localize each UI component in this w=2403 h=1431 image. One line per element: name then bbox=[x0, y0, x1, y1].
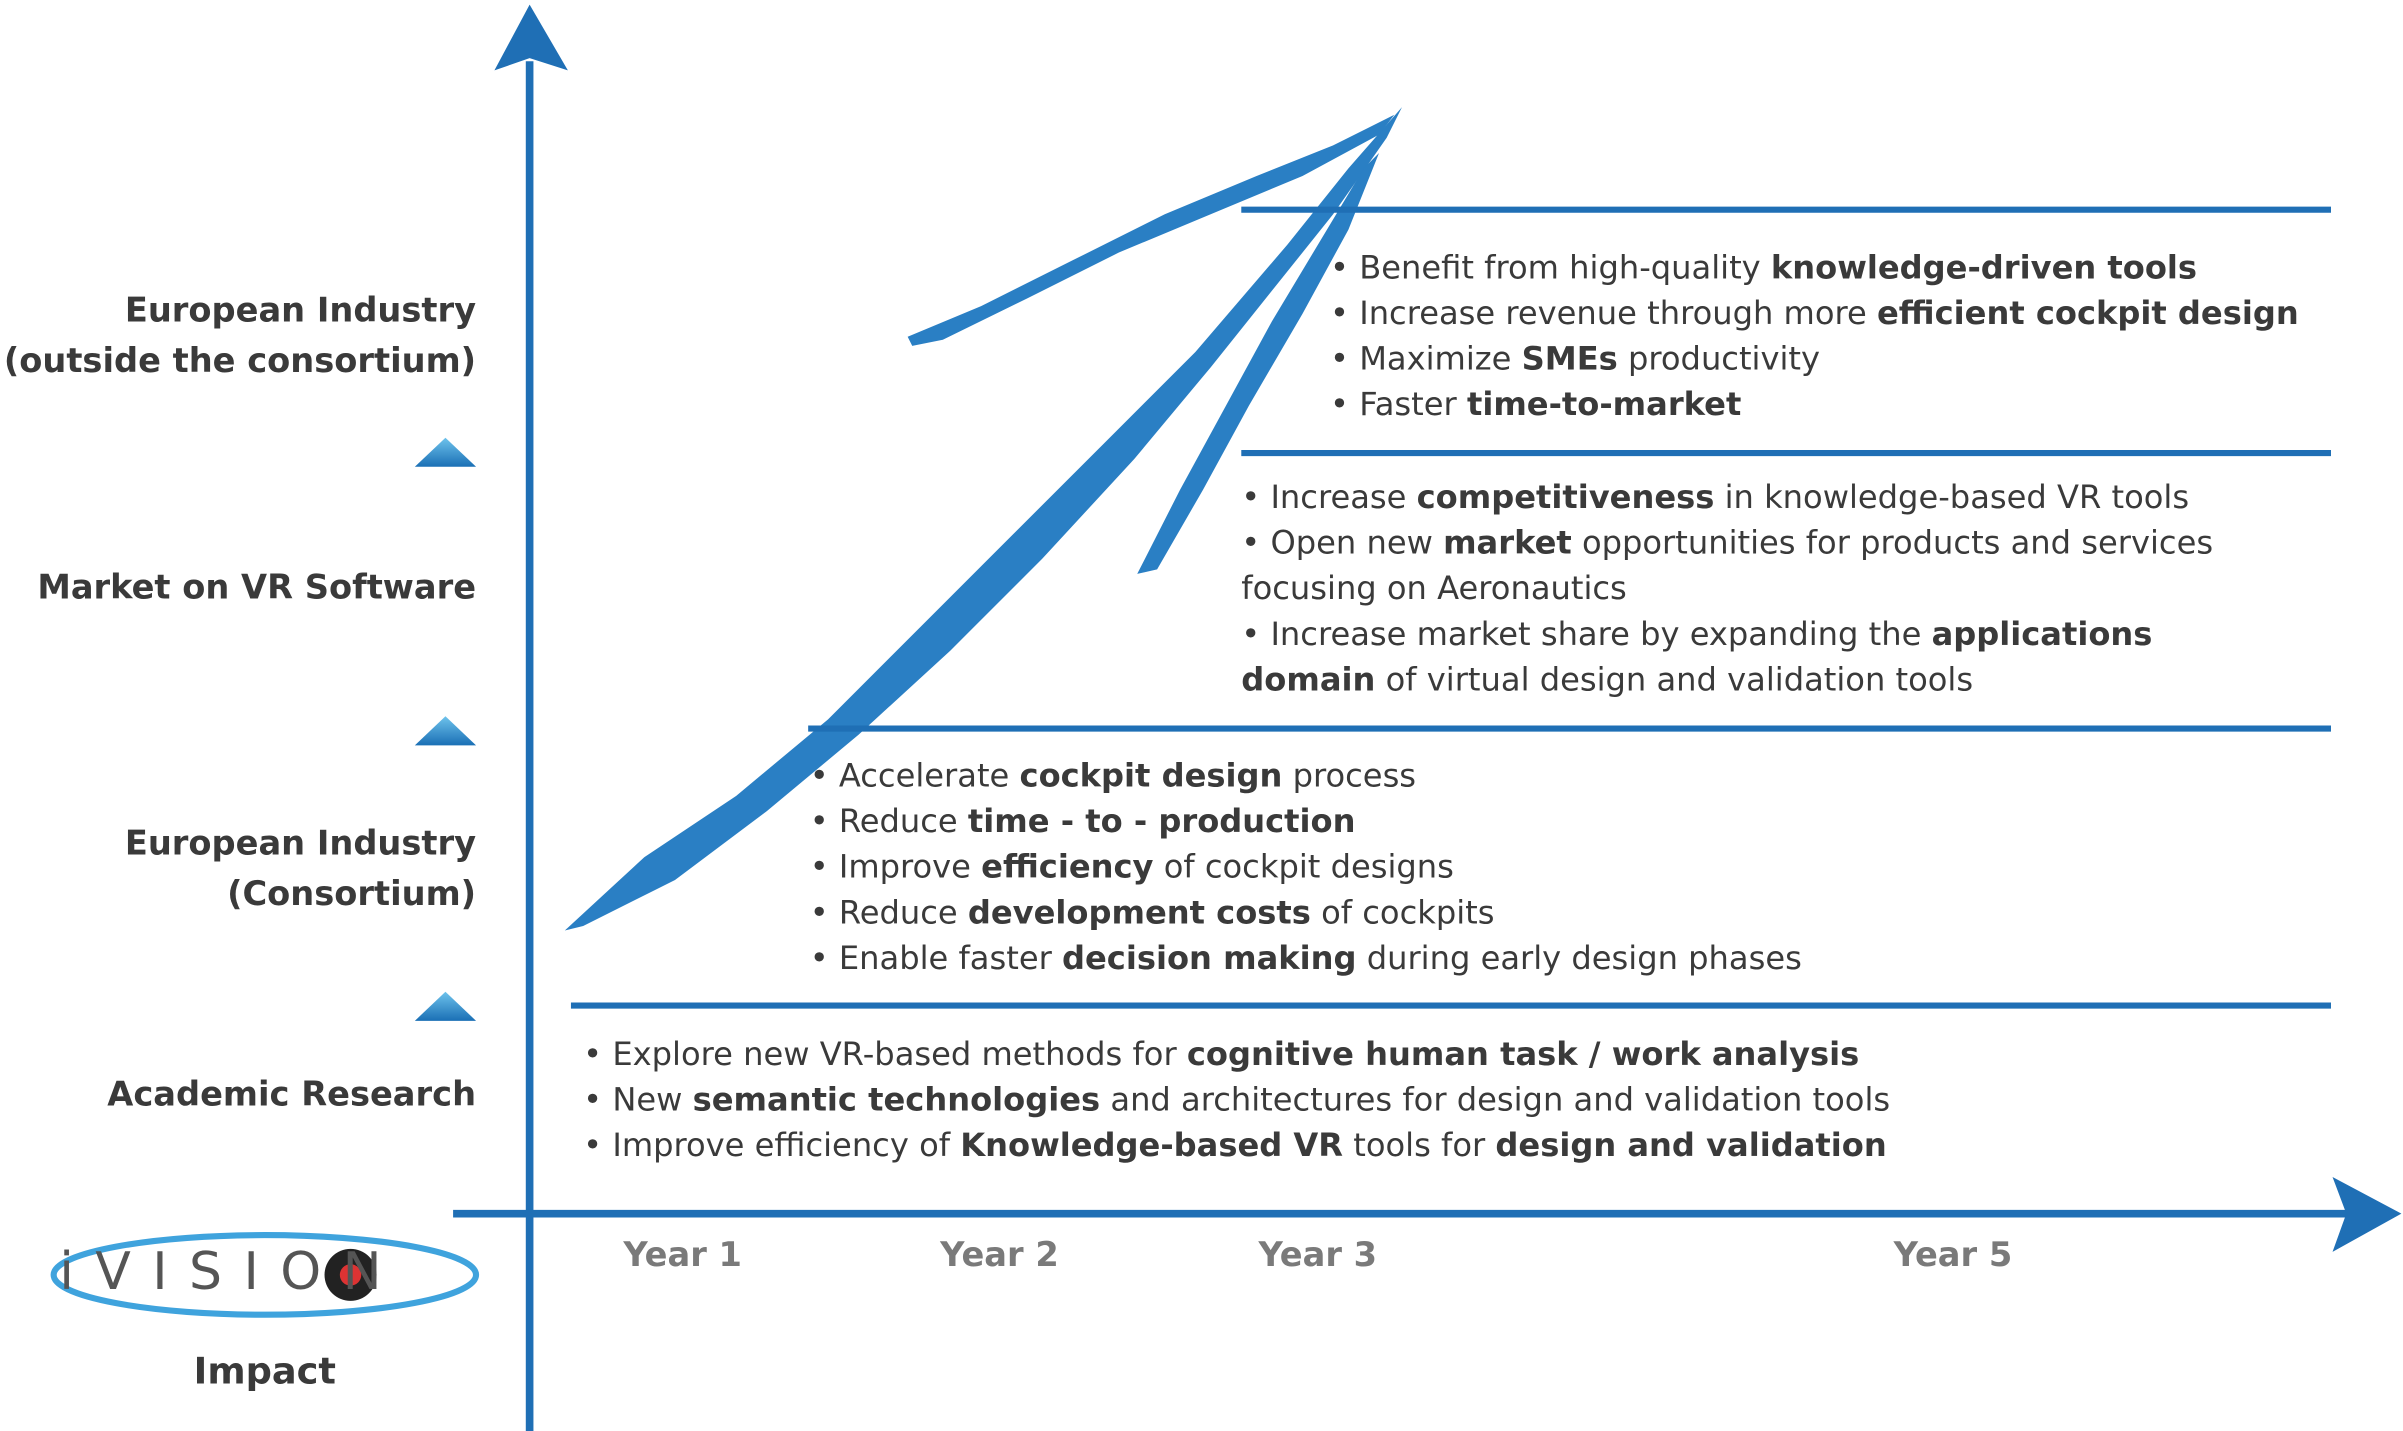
item-bold: market bbox=[1443, 524, 1572, 562]
item-bold: decision making bbox=[1062, 939, 1357, 977]
item-text: of cockpit designs bbox=[1153, 848, 1453, 886]
level-label: European Industry bbox=[125, 823, 476, 862]
level-label: Academic Research bbox=[107, 1074, 476, 1113]
item-text: • Increase revenue through more bbox=[1330, 294, 1877, 332]
level-label: European Industry bbox=[125, 291, 476, 330]
item-text: productivity bbox=[1618, 340, 1820, 378]
impact-item: domain of virtual design and validation … bbox=[1241, 660, 1973, 698]
item-bold: efficient cockpit design bbox=[1877, 294, 2299, 332]
item-text: • New bbox=[583, 1081, 692, 1119]
level-triangle bbox=[414, 437, 477, 467]
y-arrowhead bbox=[494, 4, 568, 71]
item-text: • Increase bbox=[1241, 478, 1416, 516]
impact-item: • Open new market opportunities for prod… bbox=[1241, 524, 2213, 562]
item-text: • Benefit from high-quality bbox=[1330, 248, 1771, 286]
item-text: • Faster bbox=[1330, 385, 1467, 423]
item-bold: competitiveness bbox=[1417, 478, 1715, 516]
item-text: tools for bbox=[1343, 1126, 1495, 1164]
item-bold: Knowledge-based VR bbox=[960, 1126, 1343, 1164]
item-bold: semantic technologies bbox=[693, 1081, 1101, 1119]
item-text: • Accelerate bbox=[810, 756, 1020, 794]
x-arrowhead bbox=[2332, 1176, 2402, 1252]
impact-item: • Accelerate cockpit design process bbox=[810, 756, 1416, 794]
impact-item: • Improve efficiency of Knowledge-based … bbox=[583, 1126, 1887, 1164]
item-text: opportunities for products and services bbox=[1572, 524, 2213, 562]
axis-label: Impact bbox=[194, 1349, 336, 1392]
item-text: and architectures for design and validat… bbox=[1100, 1081, 1890, 1119]
level-triangle bbox=[414, 716, 477, 746]
impact-item: • Reduce development costs of cockpits bbox=[810, 893, 1495, 931]
impact-item: • Improve efficiency of cockpit designs bbox=[810, 848, 1454, 886]
item-bold: time - to - production bbox=[968, 802, 1356, 840]
impact-item: • Increase competitiveness in knowledge-… bbox=[1241, 478, 2189, 516]
x-label: Year 1 bbox=[622, 1235, 742, 1274]
impact-item: • New semantic technologies and architec… bbox=[583, 1081, 1890, 1119]
item-bold: cognitive human task / work analysis bbox=[1187, 1035, 1859, 1073]
item-text: • Reduce bbox=[810, 893, 968, 931]
impact-item: • Increase market share by expanding the… bbox=[1241, 615, 2152, 653]
impact-item: • Increase revenue through more efficien… bbox=[1330, 294, 2299, 332]
level-label: (Consortium) bbox=[227, 874, 476, 913]
item-text: • Increase market share by expanding the bbox=[1241, 615, 1931, 653]
logo-text: iVISION bbox=[59, 1242, 403, 1302]
item-text: • Enable faster bbox=[810, 939, 1062, 977]
impact-item: • Maximize SMEs productivity bbox=[1330, 340, 1820, 378]
level-triangle bbox=[414, 991, 477, 1021]
level-label: Market on VR Software bbox=[37, 568, 476, 607]
item-text: of cockpits bbox=[1311, 893, 1495, 931]
item-bold: time-to-market bbox=[1467, 385, 1741, 423]
item-text: of virtual design and validation tools bbox=[1375, 660, 1973, 698]
item-bold: efficiency bbox=[981, 848, 1153, 886]
item-text: • Reduce bbox=[810, 802, 968, 840]
level-label: (outside the consortium) bbox=[4, 341, 476, 380]
item-text: in knowledge-based VR tools bbox=[1714, 478, 2189, 516]
item-text: • Maximize bbox=[1330, 340, 1522, 378]
item-bold: design and validation bbox=[1495, 1126, 1886, 1164]
impact-item: • Benefit from high-quality knowledge-dr… bbox=[1330, 248, 2197, 286]
impact-item: • Faster time-to-market bbox=[1330, 385, 1741, 423]
item-text: • Open new bbox=[1241, 524, 1443, 562]
logo: iVISION bbox=[50, 1232, 480, 1318]
impact-item: focusing on Aeronautics bbox=[1241, 569, 1627, 607]
item-bold: applications bbox=[1932, 615, 2153, 653]
x-label: Year 3 bbox=[1258, 1235, 1378, 1274]
item-text: process bbox=[1282, 756, 1416, 794]
impact-item: • Enable faster decision making during e… bbox=[810, 939, 1802, 977]
item-bold: knowledge-driven tools bbox=[1771, 248, 2197, 286]
item-bold: domain bbox=[1241, 660, 1375, 698]
impact-item: • Explore new VR-based methods for cogni… bbox=[583, 1035, 1859, 1073]
impact-item: • Reduce time - to - production bbox=[810, 802, 1356, 840]
brush-arrow bbox=[564, 107, 1402, 931]
item-bold: cockpit design bbox=[1020, 756, 1283, 794]
item-text: • Improve efficiency of bbox=[583, 1126, 960, 1164]
x-label: Year 5 bbox=[1893, 1235, 2013, 1274]
item-text: during early design phases bbox=[1357, 939, 1802, 977]
item-text: • Explore new VR-based methods for bbox=[583, 1035, 1187, 1073]
item-text: focusing on Aeronautics bbox=[1241, 569, 1627, 607]
item-bold: development costs bbox=[968, 893, 1311, 931]
x-label: Year 2 bbox=[939, 1235, 1059, 1274]
item-text: • Improve bbox=[810, 848, 981, 886]
item-bold: SMEs bbox=[1522, 340, 1618, 378]
